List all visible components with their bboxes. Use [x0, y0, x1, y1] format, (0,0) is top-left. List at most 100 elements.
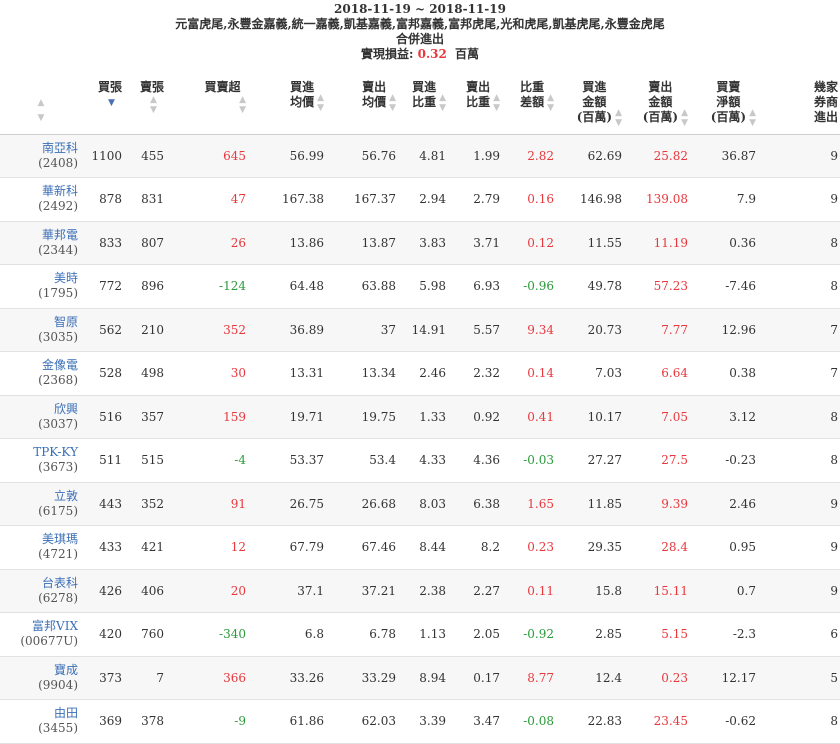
cell-sell-ratio: 3.71: [452, 221, 506, 265]
col-sell-amt[interactable]: 賣出 金額 (百萬) ▲ ▼: [628, 72, 694, 135]
col-buy-ratio[interactable]: 買進 比重 ▲ ▼: [402, 72, 452, 135]
cell-ratio-diff: -0.92: [506, 612, 560, 657]
stock-cell[interactable]: 華邦電 (2344): [0, 221, 84, 265]
cell-buy: 369: [84, 699, 128, 744]
stock-cell[interactable]: 立敦 (6175): [0, 482, 84, 526]
cell-net: 47: [170, 177, 252, 222]
cell-float: 0.36: [694, 221, 762, 265]
cell-sell-amt: 139.08: [628, 177, 694, 222]
stock-name-link[interactable]: 美琪瑪: [41, 532, 78, 547]
cell-brokers: 8: [762, 438, 840, 483]
cell-buy: 772: [84, 264, 128, 309]
cell-buy-avg: 56.99: [252, 134, 330, 178]
date-range: 2018-11-19 ~ 2018-11-19: [334, 2, 506, 16]
cell-sell-avg: 19.75: [330, 395, 402, 439]
sort-both-icon: ▲ ▼: [493, 92, 500, 113]
cell-buy: 420: [84, 612, 128, 657]
cell-net: 159: [170, 395, 252, 439]
cell-sell: 352: [128, 482, 170, 526]
col-sell-ratio[interactable]: 賣出 比重 ▲ ▼: [452, 72, 506, 135]
cell-float: 12.17: [694, 656, 762, 700]
col-buy-amt-label-3: (百萬): [576, 110, 613, 124]
stock-name-link[interactable]: 欣興: [53, 401, 78, 416]
stock-cell[interactable]: 台表科 (6278): [0, 569, 84, 613]
pnl-label: 實現損益:: [360, 47, 414, 61]
stock-cell[interactable]: 南亞科 (2408): [0, 134, 84, 178]
report-header: 2018-11-19 ~ 2018-11-19 元富虎尾,永豐金嘉義,統一嘉義,…: [0, 0, 840, 72]
col-ratio-diff[interactable]: 比重 差額 ▲ ▼: [506, 72, 560, 135]
stock-cell[interactable]: TPK-KY (3673): [0, 438, 84, 483]
col-float[interactable]: 買賣 淨額 (百萬) ▲ ▼: [694, 72, 762, 135]
col-sell-amt-label-2: 金額: [648, 95, 673, 109]
cell-buy-ratio: 14.91: [402, 308, 452, 352]
stock-code: (3037): [38, 416, 78, 431]
col-buy[interactable]: 買張 ▼: [84, 72, 128, 135]
cell-buy-ratio: 4.33: [402, 438, 452, 483]
stock-cell[interactable]: 由田 (3455): [0, 699, 84, 744]
stock-name-link[interactable]: TPK-KY: [33, 445, 78, 460]
col-buy-avg[interactable]: 買進 均價 ▲ ▼: [252, 72, 330, 135]
sort-both-icon: ▲ ▼: [749, 107, 756, 128]
cell-buy-amt: 7.03: [560, 351, 628, 396]
cell-buy-ratio: 8.44: [402, 525, 452, 570]
cell-buy-avg: 37.1: [252, 569, 330, 613]
stock-cell[interactable]: 富邦VIX (00677U): [0, 612, 84, 657]
cell-net: -124: [170, 264, 252, 309]
cell-buy-ratio: 3.83: [402, 221, 452, 265]
cell-buy-ratio: 1.13: [402, 612, 452, 657]
stock-name-link[interactable]: 金像電: [41, 358, 78, 373]
cell-net: 352: [170, 308, 252, 352]
cell-ratio-diff: -0.03: [506, 438, 560, 483]
cell-sell-avg: 53.4: [330, 438, 402, 483]
col-buy-amt[interactable]: 買進 金額 (百萬) ▲ ▼: [560, 72, 628, 135]
cell-ratio-diff: 0.14: [506, 351, 560, 396]
cell-net: 26: [170, 221, 252, 265]
cell-sell: 357: [128, 395, 170, 439]
cell-float: 0.95: [694, 525, 762, 570]
stock-name-link[interactable]: 富邦VIX: [32, 619, 78, 634]
stock-name-link[interactable]: 華新科: [41, 184, 78, 199]
stock-name-link[interactable]: 由田: [53, 706, 78, 721]
stock-cell[interactable]: 智原 (3035): [0, 308, 84, 352]
table-row: 智原 (3035) 562 210 352 36.89 37 14.91 5.57 9.34 20.…: [0, 308, 840, 352]
cell-buy-amt: 49.78: [560, 264, 628, 309]
table-row: 南亞科 (2408) 1100 455 645 56.99 56.76 4.81 1.99 2.8…: [0, 134, 840, 178]
col-sell-amt-label-1: 賣出: [648, 80, 673, 94]
col-sell-avg[interactable]: 賣出 均價 ▲ ▼: [330, 72, 402, 135]
stock-cell[interactable]: 寶成 (9904): [0, 656, 84, 700]
col-stock[interactable]: ▲ ▼: [0, 72, 84, 135]
col-brokers[interactable]: 幾家 券商 進出: [762, 72, 840, 135]
stock-name-link[interactable]: 寶成: [53, 662, 78, 677]
stock-cell[interactable]: 金像電 (2368): [0, 351, 84, 396]
cell-net: 645: [170, 134, 252, 178]
cell-buy-avg: 167.38: [252, 177, 330, 222]
sort-both-icon: ▲ ▼: [547, 92, 554, 113]
stock-name-link[interactable]: 立敦: [53, 488, 78, 503]
stock-cell[interactable]: 欣興 (3037): [0, 395, 84, 439]
cell-ratio-diff: 0.16: [506, 177, 560, 222]
table-row: 由田 (3455) 369 378 -9 61.86 62.03 3.39 3.47 -0.08 2…: [0, 699, 840, 744]
table-row: 寶成 (9904) 373 7 366 33.26 33.29 8.94 0.17 8.77 12.…: [0, 656, 840, 700]
cell-float: 0.7: [694, 569, 762, 613]
sort-desc-icon: ▼: [108, 97, 115, 108]
cell-buy: 511: [84, 438, 128, 483]
cell-float: 7.9: [694, 177, 762, 222]
stock-name-link[interactable]: 智原: [53, 314, 78, 329]
cell-buy-ratio: 1.33: [402, 395, 452, 439]
cell-sell-amt: 6.64: [628, 351, 694, 396]
cell-float: -7.46: [694, 264, 762, 309]
realized-pnl: 實現損益: 0.32 百萬: [0, 47, 840, 62]
stock-cell[interactable]: 美時 (1795): [0, 264, 84, 309]
stock-name-link[interactable]: 美時: [53, 271, 78, 286]
stock-name-link[interactable]: 台表科: [41, 575, 78, 590]
cell-sell-amt: 27.5: [628, 438, 694, 483]
stock-cell[interactable]: 華新科 (2492): [0, 177, 84, 222]
stock-cell[interactable]: 美琪瑪 (4721): [0, 525, 84, 570]
cell-sell: 896: [128, 264, 170, 309]
col-net[interactable]: 買賣超 ▲ ▼: [170, 72, 252, 135]
cell-ratio-diff: 0.11: [506, 569, 560, 613]
stock-name-link[interactable]: 華邦電: [41, 227, 78, 242]
broker-list: 元富虎尾,永豐金嘉義,統一嘉義,凱基嘉義,富邦嘉義,富邦虎尾,光和虎尾,凱基虎尾…: [175, 17, 665, 31]
stock-name-link[interactable]: 南亞科: [41, 140, 78, 155]
col-sell[interactable]: 賣張 ▲ ▼: [128, 72, 170, 135]
